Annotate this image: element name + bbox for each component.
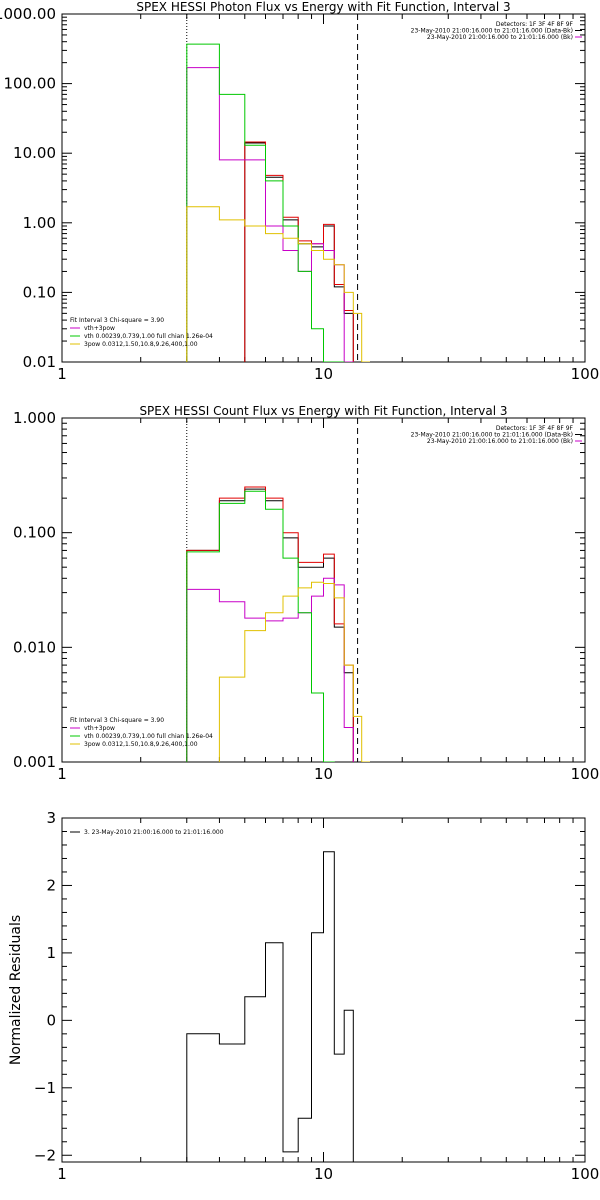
chart-1: SPEX HESSI Photon Flux vs Energy with Fi… xyxy=(0,0,599,383)
header-line: 23-May-2010 21:00:16.000 to 21:01:16.000… xyxy=(427,438,573,445)
x-tick-label: 1 xyxy=(57,765,67,783)
y-tick-label: 3 xyxy=(46,809,56,827)
y-tick-label: 0.010 xyxy=(13,638,56,656)
series-magenta-line xyxy=(186,67,354,362)
series-green-line xyxy=(186,43,345,362)
x-tick-label: 1 xyxy=(57,1165,67,1183)
series-magenta-line xyxy=(186,577,354,762)
chart-3: 1 10 100 −2 −1 0 1 2 3 Normalized Residuals 3. 23-… xyxy=(8,809,599,1183)
chart-2: SPEX HESSI Count Flux vs Energy with Fit… xyxy=(13,404,599,783)
y-tick-label: 1 xyxy=(46,944,56,962)
series-group xyxy=(186,43,370,362)
y-tick-label: 0.100 xyxy=(13,524,56,542)
legend-entry: Fit Interval 3 Chi-square = 3.90 xyxy=(70,717,164,724)
y-tick-label: −1 xyxy=(34,1079,56,1097)
header-line: 23-May-2010 21:00:16.000 to 21:01:16.000… xyxy=(411,28,573,35)
legend-entry: 3. 23-May-2010 21:00:16.000 to 21:01:16.… xyxy=(84,829,224,836)
legend-entry: 3pow 0.0312,1.50,10.8,9.26,400,1.00 xyxy=(84,341,198,348)
x-tick-label: 100 xyxy=(571,1165,600,1183)
series-red-line xyxy=(244,141,354,362)
x-tick-label: 10 xyxy=(314,1165,333,1183)
legend-entry: vth+3pow xyxy=(84,725,115,732)
chart-title: SPEX HESSI Count Flux vs Energy with Fit… xyxy=(139,404,507,418)
y-tick-label: 1.00 xyxy=(23,214,56,232)
y-tick-label: 0 xyxy=(46,1011,56,1029)
x-tick-label: 10 xyxy=(314,765,333,783)
legend-entry: Fit Interval 3 Chi-square = 3.90 xyxy=(70,317,164,324)
series-group xyxy=(186,851,354,1162)
y-tick-label: 1.000 xyxy=(13,409,56,427)
y-tick-label: 100.00 xyxy=(4,75,57,93)
series-yellow-line xyxy=(186,206,370,362)
series-black-line xyxy=(244,142,354,362)
x-tick-label: 10 xyxy=(314,365,333,383)
y-axis-label: Normalized Residuals xyxy=(8,915,24,1065)
series-black-line xyxy=(186,488,354,762)
header-line: Detectors: 1F 3F 4F 8F 9F xyxy=(496,21,574,28)
legend-entry: 3pow 0.0312,1.50,10.8,9.26,400,1.00 xyxy=(84,741,198,748)
series-green-line xyxy=(186,490,335,762)
series-red-line xyxy=(186,486,354,762)
header-line: 23-May-2010 21:00:16.000 to 21:01:16.000… xyxy=(427,34,573,41)
x-tick-label: 100 xyxy=(571,365,600,383)
plot-frame xyxy=(61,13,586,363)
header-line: 23-May-2010 21:00:16.000 to 21:01:16.000… xyxy=(411,432,573,439)
y-tick-label: 0.10 xyxy=(23,283,56,301)
legend-entry: vth 0.00239,0.739,1.00 full chian 1.26e-… xyxy=(84,733,213,740)
y-tick-label: 10.00 xyxy=(13,144,56,162)
y-tick-label: 1000.00 xyxy=(0,5,56,23)
y-tick-label: 2 xyxy=(46,876,56,894)
x-tick-label: 1 xyxy=(57,365,67,383)
y-tick-label: −2 xyxy=(34,1146,56,1164)
header-line: Detectors: 1F 3F 4F 8F 9F xyxy=(496,425,574,432)
y-tick-label: 0.001 xyxy=(13,753,56,771)
series-yellow-line xyxy=(218,581,370,762)
y-tick-label: 0.01 xyxy=(23,353,56,371)
series-black-line xyxy=(186,851,354,1162)
chart-title: SPEX HESSI Photon Flux vs Energy with Fi… xyxy=(136,0,510,14)
x-tick-label: 100 xyxy=(571,765,600,783)
series-group xyxy=(186,486,370,762)
legend-entry: vth 0.00239,0.739,1.00 full chian 1.26e-… xyxy=(84,333,213,340)
legend-entry: vth+3pow xyxy=(84,325,115,332)
